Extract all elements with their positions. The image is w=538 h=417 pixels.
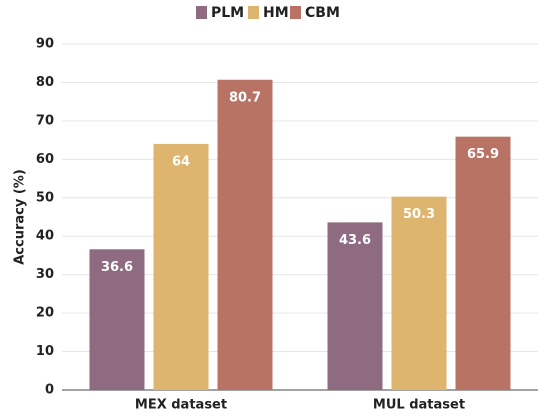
y-tick-label: 20: [36, 306, 54, 321]
y-tick-label: 50: [36, 190, 54, 205]
y-tick-label: 40: [36, 229, 54, 244]
bar: [89, 249, 145, 390]
legend-label: HM: [263, 5, 289, 21]
x-tick-label: MEX dataset: [135, 398, 227, 413]
y-tick-label: 90: [36, 37, 54, 52]
y-tick-label: 30: [36, 267, 54, 282]
legend-swatch: [290, 6, 301, 19]
legend-swatch: [196, 6, 207, 19]
data-label: 50.3: [403, 207, 435, 222]
data-label: 80.7: [229, 90, 261, 105]
y-tick-label: 60: [36, 152, 54, 167]
y-tick-label: 10: [36, 344, 54, 359]
bar: [217, 79, 273, 391]
x-tick-label: MUL dataset: [373, 398, 465, 413]
legend-label: CBM: [305, 5, 340, 21]
y-tick-label: 0: [45, 383, 54, 398]
data-label: 64: [172, 154, 190, 169]
legend-swatch: [248, 6, 259, 19]
y-tick-label: 80: [36, 75, 54, 90]
y-axis-label: Accuracy (%): [13, 169, 28, 265]
data-label: 65.9: [467, 147, 499, 162]
bar: [391, 196, 447, 390]
y-tick-label: 70: [36, 113, 54, 128]
data-label: 43.6: [339, 233, 371, 248]
data-label: 36.6: [101, 260, 133, 275]
legend-label: PLM: [211, 5, 244, 21]
bar: [455, 136, 511, 390]
bar: [153, 143, 209, 390]
bar: [327, 222, 383, 390]
